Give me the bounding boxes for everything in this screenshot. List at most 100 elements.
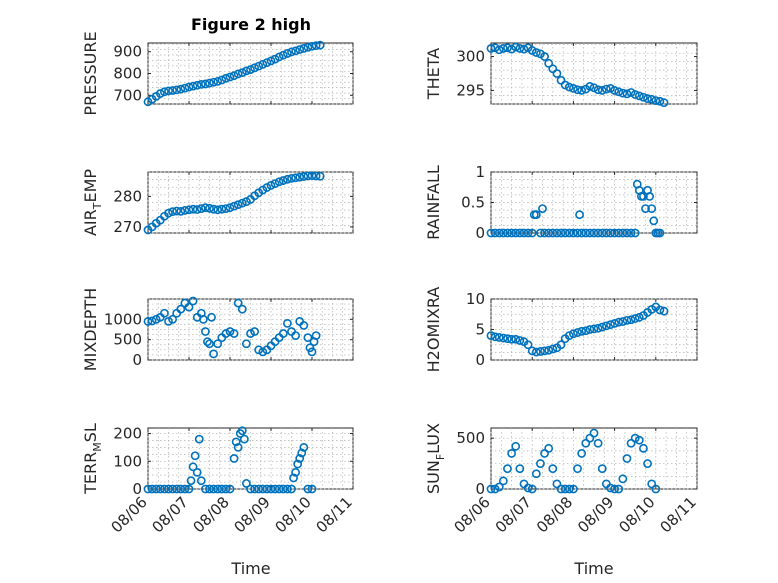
data-point-air_temp [307,171,317,181]
data-point-h2omixra [573,328,582,337]
data-point-sun_flux [560,484,570,494]
data-point-mixdepth [200,327,210,336]
data-point-rainfall [597,228,607,238]
data-point-sun_flux [507,449,516,458]
data-point-pressure [254,61,264,71]
data-point-pressure [315,40,325,50]
data-point-terr_msl [262,484,272,494]
data-point-rainfall [538,204,547,213]
data-point-pressure [200,79,210,89]
data-point-sun_flux [490,484,500,494]
data-point-air_temp [205,203,214,213]
data-point-rainfall [540,228,549,238]
data-point-terr_msl [274,484,284,494]
data-point-pressure [168,86,177,95]
data-point-theta [511,42,521,52]
data-point-air_temp [233,200,243,210]
data-point-theta [610,86,619,95]
data-point-pressure [184,82,194,92]
data-point-theta [634,91,644,101]
data-point-mixdepth [143,316,153,326]
data-point-rainfall [606,228,615,238]
data-point-terr_msl [241,479,251,488]
x-tick-label: 08/08 [190,493,233,536]
data-point-h2omixra [659,306,669,316]
data-point-h2omixra [610,318,619,328]
data-point-air_temp [196,204,206,213]
data-point-h2omixra [626,315,636,325]
data-point-theta [585,81,595,91]
data-point-rainfall [536,228,545,238]
data-point-sun_flux [618,474,628,484]
data-point-theta [569,84,578,93]
data-point-pressure [241,66,251,76]
data-point-mixdepth [229,329,239,338]
data-point-sun_flux [610,484,619,494]
panel-rainfall: 0 0.5 1 RAINFALL [424,163,698,242]
data-point-sun_flux [494,482,504,492]
data-point-terr_msl [278,484,288,494]
data-point-sun_flux [630,433,640,443]
data-point-terr_msl [172,484,182,494]
data-point-air_temp [295,172,305,182]
data-point-terr_msl [164,484,173,494]
data-point-rainfall [560,228,570,238]
x-tick-label: 08/07 [492,493,535,536]
data-point-mixdepth [176,304,186,314]
y-tick-label: 0.5 [461,194,485,212]
y-axis-label-air_temp: AIRTEMP [81,169,104,236]
data-point-pressure [303,42,313,52]
data-point-air_temp [315,171,325,181]
data-point-h2omixra [593,323,603,333]
data-point-terr_msl [168,484,177,494]
data-point-mixdepth [207,312,216,322]
data-point-pressure [192,80,202,90]
data-point-pressure [266,56,276,66]
data-point-rainfall [618,228,628,238]
data-point-theta [577,86,587,95]
data-point-terr_msl [196,476,206,486]
data-point-theta [498,44,508,53]
data-point-h2omixra [486,331,496,340]
data-point-sun_flux [527,484,537,494]
data-point-terr_msl [186,476,196,486]
data-point-air_temp [213,205,223,215]
y-tick-label: 295 [456,81,485,99]
data-point-h2omixra [614,317,624,327]
x-axis-label-right: Time [573,559,613,578]
data-point-pressure [229,71,239,81]
x-tick-label: 08/06 [451,493,494,536]
x-tick-label: 08/07 [149,493,192,536]
data-point-air_temp [168,207,177,217]
data-point-rainfall [503,228,512,238]
data-point-theta [601,84,611,94]
data-point-terr_msl [221,484,231,494]
data-point-pressure [274,52,284,62]
data-point-theta [519,44,529,54]
data-point-rainfall [548,228,558,238]
data-point-mixdepth [237,304,247,314]
data-point-terr_msl [293,459,303,469]
data-point-sun_flux [577,449,587,458]
data-point-theta [606,84,615,93]
data-point-rainfall [564,228,574,238]
data-point-pressure [246,65,255,74]
data-point-rainfall [581,228,591,238]
data-point-mixdepth [278,329,288,338]
x-tick-label: 08/09 [574,493,617,536]
data-point-h2omixra [630,314,640,323]
data-point-terr_msl [213,484,223,494]
x-tick-label: 08/08 [533,493,576,536]
data-point-pressure [180,83,190,93]
data-point-terr_msl [209,484,218,494]
y-tick-label: 200 [113,425,142,443]
data-point-theta [527,46,537,55]
data-point-h2omixra [601,321,611,331]
data-point-air_temp [225,203,235,213]
data-point-terr_msl [180,484,190,494]
x-tick-label: 08/09 [231,493,274,536]
data-point-h2omixra [544,345,554,355]
data-point-h2omixra [536,347,545,356]
data-point-rainfall [639,191,648,201]
